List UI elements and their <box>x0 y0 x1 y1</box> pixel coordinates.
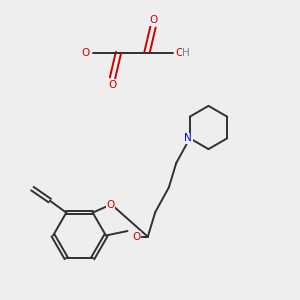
Text: O: O <box>149 15 157 26</box>
Text: O: O <box>82 47 90 58</box>
Text: O: O <box>106 200 115 210</box>
Text: H: H <box>80 47 87 58</box>
Text: N: N <box>184 133 192 143</box>
Text: O: O <box>133 232 141 242</box>
Text: O: O <box>108 80 117 90</box>
Text: O: O <box>176 47 184 58</box>
Text: H: H <box>182 47 190 58</box>
